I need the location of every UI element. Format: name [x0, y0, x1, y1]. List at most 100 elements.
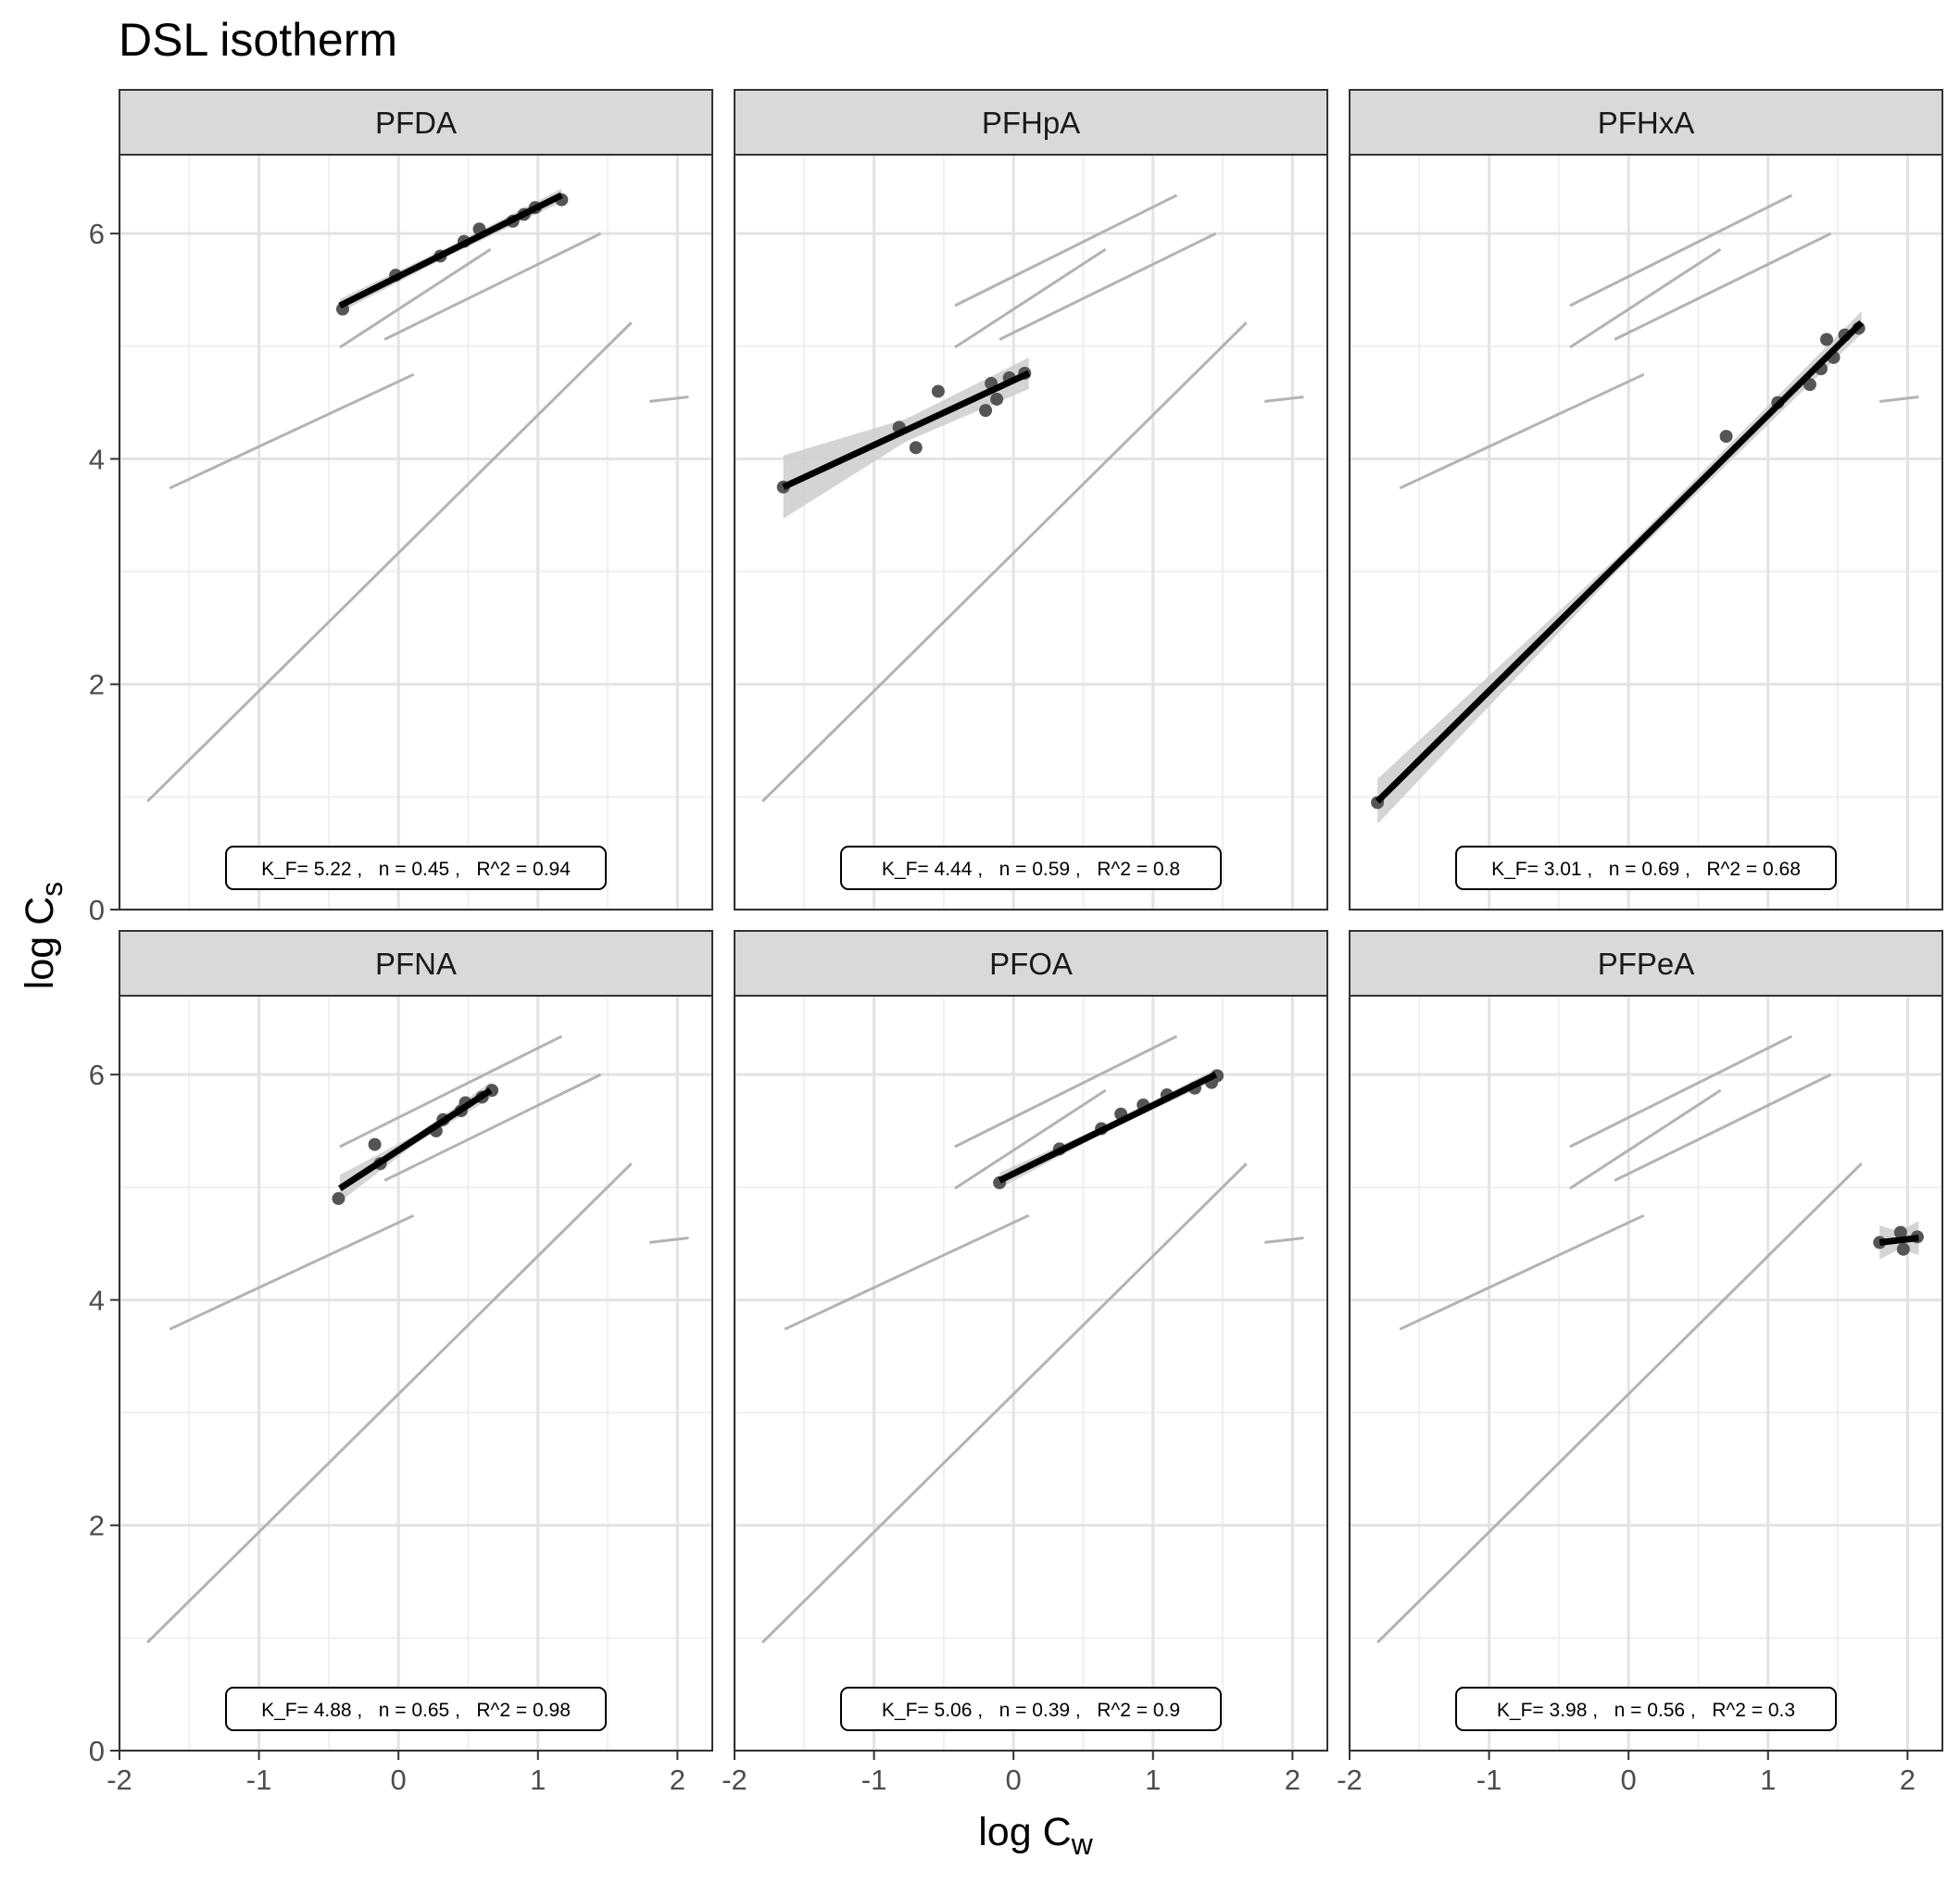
facet-panel-pfpea: PFPeA K_F= 3.98 , n = 0.56 , R^2 = 0.3 -2 -…: [1337, 930, 1943, 1796]
facet-strip-label: PFPeA: [1598, 947, 1695, 981]
data-point: [1820, 333, 1834, 346]
x-tick-label: -1: [861, 1764, 887, 1796]
fit-line: [1878, 1235, 1919, 1246]
fit-annotation-box: [1455, 1687, 1837, 1731]
facet-panel-pfda: PFDA K_F= 5.22 , n = 0.45 , R^2 = 0.94 0 2 4…: [89, 89, 713, 926]
panel-background: [119, 996, 712, 1751]
fit-annotation-box: [225, 846, 607, 890]
panel-border: [734, 995, 1328, 1752]
facet-strip: [119, 930, 713, 997]
fit-line: [338, 1087, 493, 1191]
fit-line: [782, 370, 1031, 491]
background-fit-line: [146, 1162, 633, 1644]
background-fit-line: [649, 396, 689, 403]
chart-title: DSL isotherm: [119, 14, 397, 66]
data-point: [979, 404, 993, 418]
y-axis-title-subscript: s: [35, 882, 69, 897]
data-point: [1719, 430, 1733, 444]
facet-panel-pfna: PFNA K_F= 4.88 , n = 0.65 , R^2 = 0.98 0 2 4…: [89, 930, 713, 1796]
facet-panels: PFDA K_F= 5.22 , n = 0.45 , R^2 = 0.94 0 2 4…: [89, 89, 1943, 1796]
panel-background: [735, 155, 1327, 910]
fit-annotation-box: [840, 1687, 1222, 1731]
fit-annotation-text: K_F= 5.06 , n = 0.39 , R^2 = 0.9: [882, 1700, 1180, 1721]
panel-border: [734, 154, 1328, 911]
panel-border: [119, 154, 713, 911]
data-point: [990, 392, 1004, 406]
x-axis-title-subscript: w: [1071, 1827, 1094, 1861]
y-tick-label: 4: [89, 443, 105, 475]
x-tick-label: 0: [1006, 1764, 1022, 1796]
facet-strip: [119, 89, 713, 156]
background-fit-line: [1399, 1213, 1645, 1331]
background-fit-line: [1264, 1237, 1304, 1244]
x-tick-label: 2: [670, 1764, 685, 1796]
data-point: [909, 441, 923, 455]
background-fit-line: [339, 1035, 563, 1149]
y-axis-title-base: log C: [18, 897, 62, 989]
background-fit-line: [999, 232, 1217, 341]
y-axis-title: log Cs: [18, 882, 69, 989]
background-fit-line: [1569, 194, 1793, 308]
x-tick-label: 1: [1145, 1764, 1161, 1796]
data-point: [332, 1191, 346, 1205]
background-fit-line: [649, 1237, 689, 1244]
data-point: [931, 384, 945, 398]
x-tick-label: 0: [391, 1764, 407, 1796]
fit-annotation-text: K_F= 3.98 , n = 0.56 , R^2 = 0.3: [1497, 1700, 1795, 1721]
facet-strip-label: PFOA: [989, 947, 1073, 981]
background-fit-line: [1399, 372, 1645, 490]
background-fit-line: [954, 194, 1178, 308]
facet-strip-label: PFHxA: [1598, 106, 1695, 140]
fit-line: [338, 192, 563, 309]
y-tick-label: 4: [89, 1284, 105, 1316]
panel-background: [735, 996, 1327, 1751]
background-fit-line: [1614, 1073, 1832, 1182]
background-fit-line: [339, 247, 492, 349]
facet-strip: [734, 930, 1328, 997]
x-tick-label: -1: [246, 1764, 272, 1796]
y-tick-label: 0: [89, 894, 105, 926]
data-point: [368, 1137, 382, 1151]
background-fit-line: [1569, 247, 1722, 349]
x-tick-label: -1: [1476, 1764, 1502, 1796]
background-fit-line: [383, 1073, 602, 1182]
fit-annotation-box: [1455, 846, 1837, 890]
x-tick-label: 1: [530, 1764, 546, 1796]
x-tick-label: -2: [107, 1764, 132, 1796]
x-tick-label: -2: [1337, 1764, 1363, 1796]
background-fit-line: [954, 1088, 1107, 1190]
facet-panel-pfhxa: PFHxA K_F= 3.01 , n = 0.69 , R^2 = 0.68: [1348, 89, 1943, 911]
facet-strip-label: PFDA: [375, 106, 457, 140]
background-fit-line: [761, 321, 1248, 803]
background-fit-line: [146, 321, 633, 803]
background-fit-line: [1879, 396, 1919, 403]
x-tick-label: 2: [1285, 1764, 1300, 1796]
background-fit-line: [1264, 396, 1304, 403]
confidence-ribbon: [783, 357, 1029, 519]
facet-strip: [1349, 930, 1943, 997]
background-fit-line: [1569, 1088, 1722, 1190]
x-tick-label: 2: [1900, 1764, 1916, 1796]
fit-annotation-box: [840, 846, 1222, 890]
y-tick-label: 0: [89, 1735, 105, 1767]
background-fit-line: [954, 247, 1107, 349]
background-fit-line: [761, 1162, 1248, 1644]
panel-border: [1349, 154, 1943, 911]
panel-background: [1350, 996, 1942, 1751]
fit-annotation-text: K_F= 5.22 , n = 0.45 , R^2 = 0.94: [261, 859, 571, 880]
background-fit-line: [784, 1213, 1030, 1331]
background-fit-line: [954, 1035, 1178, 1149]
y-tick-label: 6: [89, 218, 105, 250]
facet-strip-label: PFHpA: [982, 106, 1080, 140]
background-fit-line: [1376, 1162, 1863, 1644]
fit-line: [1375, 320, 1865, 804]
fit-annotation-text: K_F= 4.44 , n = 0.59 , R^2 = 0.8: [882, 859, 1180, 880]
facet-panel-pfhpa: PFHpA K_F= 4.44 , n = 0.59 , R^2 = 0.8: [733, 89, 1328, 911]
facet-strip: [734, 89, 1328, 156]
y-tick-label: 2: [89, 1510, 105, 1542]
data-point: [1896, 1242, 1910, 1256]
data-point: [1893, 1225, 1907, 1239]
panel-border: [1349, 995, 1943, 1752]
